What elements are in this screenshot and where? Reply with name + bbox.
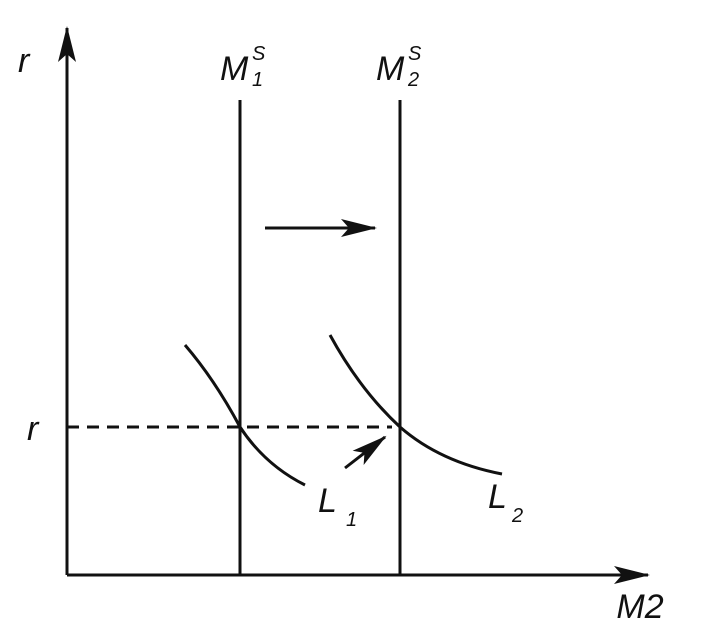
label-sub: 2 [511,505,523,527]
label-base: M [220,50,249,88]
y-axis-label: r [18,42,31,80]
demand-curve-1 [183,344,306,487]
label-sup: S [252,43,266,65]
label-base: M [376,50,405,88]
label-sub: 1 [346,509,357,531]
rate-label-text: r [27,410,40,448]
movement-arrow [344,435,387,470]
label-sub: 2 [407,69,419,91]
x-axis-label-text: M2 [616,588,663,626]
y-axis-label-text: r [18,42,31,80]
label-sub: 1 [252,69,263,91]
label-base: L [488,478,507,516]
label-base: L [318,482,337,520]
rate-label: r [27,410,40,448]
demand-curve-2 [328,334,503,476]
x-axis-label: M2 [616,588,663,626]
label-sup: S [408,43,422,65]
